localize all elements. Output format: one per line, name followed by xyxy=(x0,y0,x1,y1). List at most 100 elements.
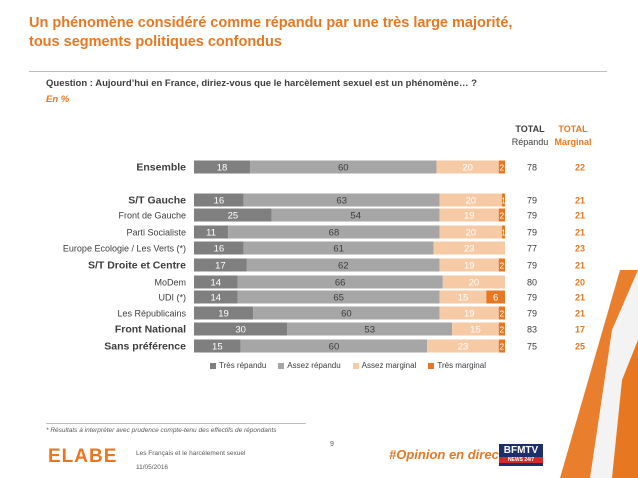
data-label-assez-repandu-s-t-droite-et-centre: 62 xyxy=(338,261,349,272)
total-repandu-europe-ecologie-les-verts: 77 xyxy=(527,244,537,254)
legend-label-assez-marginal: Assez marginal xyxy=(361,361,417,370)
column-header-total-repandu: TOTAL Répandu xyxy=(495,123,565,149)
data-label-assez-repandu-sans-preference: 60 xyxy=(329,342,340,353)
legend-item-assez-marginal: Assez marginal xyxy=(352,361,417,370)
title-line-1: Un phénomène considéré comme répandu par… xyxy=(29,15,513,31)
category-label-front-de-gauche: Front de Gauche xyxy=(118,211,186,221)
decorative-a-shape xyxy=(560,270,638,478)
page-title: Un phénomène considéré comme répandu par… xyxy=(29,14,549,52)
total-marginal-udi: 21 xyxy=(575,293,585,303)
legend-swatch-assez-marginal xyxy=(352,362,359,369)
bar-tres-repandu-ensemble xyxy=(194,160,250,174)
total-marginal-modem: 20 xyxy=(575,278,585,288)
hashtag-opinion: #Opinion en direct xyxy=(389,447,504,462)
footer-info: Les Français et le harcèlement sexuel 11… xyxy=(136,447,245,475)
total-repandu-sans-preference: 75 xyxy=(527,342,537,352)
bar-tres-marginal-s-t-droite-et-centre xyxy=(498,258,505,272)
category-label-udi: UDI (*) xyxy=(159,293,187,303)
bar-assez-repandu-front-national xyxy=(287,322,453,336)
column-header-total-marginal-line1: TOTAL xyxy=(558,124,588,134)
bar-assez-repandu-s-t-gauche xyxy=(243,193,440,207)
bar-tres-repandu-modem xyxy=(194,275,238,289)
bar-assez-marginal-europe-ecologie-les-verts xyxy=(433,241,505,255)
total-repandu-s-t-droite-et-centre: 79 xyxy=(527,261,537,271)
bar-assez-repandu-les-republicains xyxy=(253,306,440,320)
data-label-assez-marginal-ensemble: 20 xyxy=(462,163,473,174)
legend-label-tres-marginal: Très marginal xyxy=(437,361,486,370)
bar-assez-marginal-s-t-gauche xyxy=(439,193,502,207)
category-label-front-national: Front National xyxy=(115,324,186,336)
bar-tres-repandu-front-national xyxy=(194,322,288,336)
data-label-assez-repandu-modem: 66 xyxy=(335,278,346,289)
data-label-assez-marginal-parti-socialiste: 20 xyxy=(466,228,477,239)
footer-date: 11/05/2016 xyxy=(136,464,169,471)
data-label-assez-marginal-s-t-gauche: 20 xyxy=(466,196,477,207)
data-label-tres-marginal-les-republicains: 2 xyxy=(500,310,505,319)
title-line-2: tous segments politiques confondus xyxy=(29,34,282,50)
bar-tres-marginal-parti-socialiste xyxy=(501,225,505,239)
total-marginal-front-national: 17 xyxy=(575,325,585,335)
legend-item-assez-repandu: Assez répandu xyxy=(278,361,341,370)
data-label-tres-repandu-europe-ecologie-les-verts: 16 xyxy=(214,244,225,255)
bar-tres-marginal-front-de-gauche xyxy=(498,208,505,222)
bar-assez-marginal-udi xyxy=(439,290,487,304)
total-marginal-ensemble: 22 xyxy=(575,163,585,173)
data-label-assez-repandu-udi: 65 xyxy=(333,293,344,304)
total-repandu-modem: 80 xyxy=(527,278,537,288)
bfmtv-logo: BFMTV NEWS 24/7 xyxy=(499,444,543,466)
legend-item-tres-marginal: Très marginal xyxy=(428,361,486,370)
bar-assez-repandu-s-t-droite-et-centre xyxy=(246,258,440,272)
bar-assez-repandu-sans-preference xyxy=(240,339,428,353)
legend-swatch-assez-repandu xyxy=(278,362,285,369)
bar-assez-marginal-sans-preference xyxy=(427,339,499,353)
data-label-assez-marginal-front-national: 15 xyxy=(470,325,481,336)
bar-tres-repandu-les-republicains xyxy=(194,306,254,320)
data-label-tres-marginal-ensemble: 2 xyxy=(500,164,505,173)
bar-tres-repandu-udi xyxy=(194,290,238,304)
bar-tres-marginal-sans-preference xyxy=(498,339,505,353)
bar-tres-repandu-europe-ecologie-les-verts xyxy=(194,241,244,255)
bfmtv-logo-sub: NEWS 24/7 xyxy=(499,457,543,463)
data-label-assez-repandu-parti-socialiste: 68 xyxy=(329,228,340,239)
bar-tres-marginal-s-t-gauche xyxy=(501,193,505,207)
bar-assez-marginal-s-t-droite-et-centre xyxy=(439,258,499,272)
data-label-tres-repandu-les-republicains: 19 xyxy=(218,309,229,320)
data-label-tres-marginal-front-national: 2 xyxy=(500,326,505,335)
legend-label-tres-repandu: Très répandu xyxy=(219,361,267,370)
unit-label: En % xyxy=(46,94,70,105)
question-text: Question : Aujourd’hui en France, diriez… xyxy=(46,78,477,89)
footnote-divider xyxy=(46,423,306,424)
total-marginal-parti-socialiste: 21 xyxy=(575,228,585,238)
data-label-assez-marginal-les-republicains: 19 xyxy=(464,309,475,320)
bar-tres-repandu-sans-preference xyxy=(194,339,241,353)
data-label-assez-repandu-ensemble: 60 xyxy=(338,163,349,174)
bar-assez-marginal-les-republicains xyxy=(439,306,499,320)
total-repandu-s-t-gauche: 79 xyxy=(527,196,537,206)
legend-swatch-tres-repandu xyxy=(210,362,216,369)
data-label-tres-repandu-s-t-gauche: 16 xyxy=(214,196,225,207)
column-header-total-repandu-line1: TOTAL xyxy=(515,124,545,134)
data-label-tres-marginal-sans-preference: 2 xyxy=(500,343,505,352)
bar-assez-marginal-ensemble xyxy=(436,160,499,174)
category-label-parti-socialiste: Parti Socialiste xyxy=(126,228,186,238)
data-label-assez-marginal-udi: 15 xyxy=(458,293,469,304)
footer-subject: Les Français et le harcèlement sexuel xyxy=(136,450,246,457)
decorative-inner-shape xyxy=(612,340,638,478)
legend-item-tres-repandu: Très répandu xyxy=(210,361,266,370)
bar-assez-marginal-modem xyxy=(442,275,505,289)
total-marginal-europe-ecologie-les-verts: 23 xyxy=(575,244,585,254)
data-label-assez-marginal-sans-preference: 23 xyxy=(458,342,469,353)
total-marginal-sans-preference: 25 xyxy=(575,342,585,352)
bar-assez-marginal-parti-socialiste xyxy=(439,225,502,239)
total-marginal-front-de-gauche: 21 xyxy=(575,211,585,221)
data-label-assez-marginal-europe-ecologie-les-verts: 23 xyxy=(464,244,475,255)
data-label-tres-repandu-sans-preference: 15 xyxy=(212,342,223,353)
data-label-tres-repandu-udi: 14 xyxy=(210,293,221,304)
bar-tres-repandu-parti-socialiste xyxy=(194,225,229,239)
total-marginal-s-t-droite-et-centre: 21 xyxy=(575,261,585,271)
bar-tres-marginal-ensemble xyxy=(498,160,505,174)
data-label-assez-repandu-s-t-gauche: 63 xyxy=(336,196,347,207)
bar-tres-repandu-s-t-gauche xyxy=(194,193,244,207)
elabe-logo: ELABE xyxy=(48,446,118,467)
